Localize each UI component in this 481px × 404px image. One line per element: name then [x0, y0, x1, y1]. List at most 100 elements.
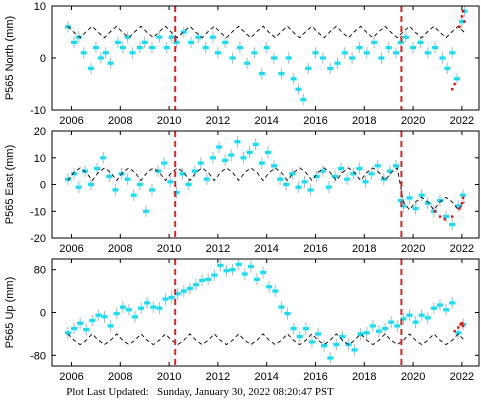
data-point: [393, 51, 399, 55]
recent-point: [461, 10, 465, 13]
data-point: [386, 169, 393, 173]
data-point: [351, 348, 358, 352]
recent-point: [458, 25, 461, 28]
data-point: [174, 292, 181, 296]
data-point: [402, 35, 409, 39]
data-point: [338, 166, 345, 171]
plot-frame: [51, 130, 480, 239]
data-point: [129, 51, 136, 55]
x-tick-label: 2022: [450, 243, 474, 255]
data-point: [385, 46, 392, 50]
data-point: [119, 305, 126, 309]
data-point: [382, 327, 389, 331]
data-point: [107, 61, 114, 65]
data-point: [460, 193, 467, 197]
y-axis-label: P565 North (mm): [4, 16, 16, 100]
recent-point: [451, 215, 454, 218]
recent-point: [458, 207, 461, 210]
data-point: [283, 182, 290, 187]
y-tick-label: -20: [30, 233, 46, 245]
data-point: [362, 180, 369, 184]
recent-point: [461, 196, 465, 200]
data-point: [295, 185, 302, 189]
data-point: [228, 153, 235, 157]
data-point: [266, 285, 273, 289]
data-point: [350, 172, 357, 176]
data-point: [101, 315, 108, 319]
data-point: [244, 61, 251, 65]
data-point: [430, 306, 437, 310]
data-point: [278, 72, 285, 76]
data-point: [142, 209, 149, 213]
y-tick-label: 10: [34, 1, 46, 13]
data-point: [195, 35, 202, 39]
data-point: [319, 169, 326, 173]
data-point: [258, 161, 265, 165]
data-point: [454, 77, 460, 81]
data-point: [271, 56, 277, 60]
data-point: [437, 199, 443, 203]
panel-1: 2006 2008 2010 2012 2014 2016 2018 2020 2022-20-…: [4, 126, 480, 255]
y-tick-label: -10: [30, 206, 46, 218]
data-point: [327, 66, 334, 70]
data-point: [150, 305, 157, 309]
x-tick-label: 2012: [206, 243, 230, 255]
data-point: [444, 66, 451, 70]
panel-2: 2006 2008 2010 2012 2014 2016 2018 2020 2022 -80 0…: [4, 258, 480, 383]
data-point: [378, 56, 385, 60]
data-point: [214, 51, 221, 55]
data-point: [138, 306, 145, 310]
x-tick-label: 2020: [401, 243, 425, 255]
data-point: [106, 174, 113, 179]
data-point: [412, 207, 419, 211]
data-point: [197, 161, 204, 165]
data-point: [163, 46, 170, 50]
x-tick-label: 2014: [254, 371, 278, 383]
x-tick-label: 2022: [450, 371, 474, 383]
data-point: [374, 164, 381, 168]
data-point: [95, 313, 102, 317]
y-tick-label: 10: [34, 153, 46, 165]
data-point: [308, 340, 315, 344]
x-tick-label: 2016: [303, 371, 327, 383]
recent-point: [451, 88, 454, 91]
plot-updated-label: Plot Last Updated:: [66, 386, 149, 398]
data-point: [88, 66, 94, 70]
x-tick-label: 2006: [59, 115, 83, 127]
data-point: [313, 174, 320, 179]
x-tick-label: 2020: [401, 115, 425, 127]
x-tick-label: 2014: [254, 115, 278, 127]
recent-point: [457, 326, 460, 329]
data-point: [179, 172, 186, 176]
y-axis-label: P565 Up (mm): [4, 277, 16, 349]
data-point: [77, 321, 84, 325]
data-point: [180, 30, 187, 34]
recent-point: [443, 218, 446, 221]
data-point: [260, 270, 267, 274]
data-point: [75, 35, 82, 39]
data-point: [100, 156, 107, 160]
data-point: [199, 278, 206, 282]
data-point: [186, 286, 193, 290]
data-point: [185, 182, 192, 187]
x-tick-label: 2020: [401, 371, 425, 383]
data-point: [344, 177, 351, 181]
recent-point: [461, 324, 465, 328]
data-point: [263, 46, 270, 50]
data-point: [369, 324, 376, 328]
data-point: [119, 46, 126, 50]
x-tick-label: 2012: [206, 371, 230, 383]
x-tick-label: 2022: [450, 115, 474, 127]
data-point: [393, 164, 399, 168]
data-point: [397, 40, 404, 44]
data-point: [247, 264, 254, 269]
data-point: [235, 262, 242, 266]
data-point: [94, 166, 101, 171]
data-point: [333, 343, 340, 347]
x-tick-label: 2010: [157, 243, 181, 255]
data-point: [240, 156, 247, 160]
data-point: [258, 72, 265, 76]
data-point: [443, 215, 450, 219]
data-point: [180, 289, 187, 293]
x-tick-label: 2016: [303, 243, 327, 255]
